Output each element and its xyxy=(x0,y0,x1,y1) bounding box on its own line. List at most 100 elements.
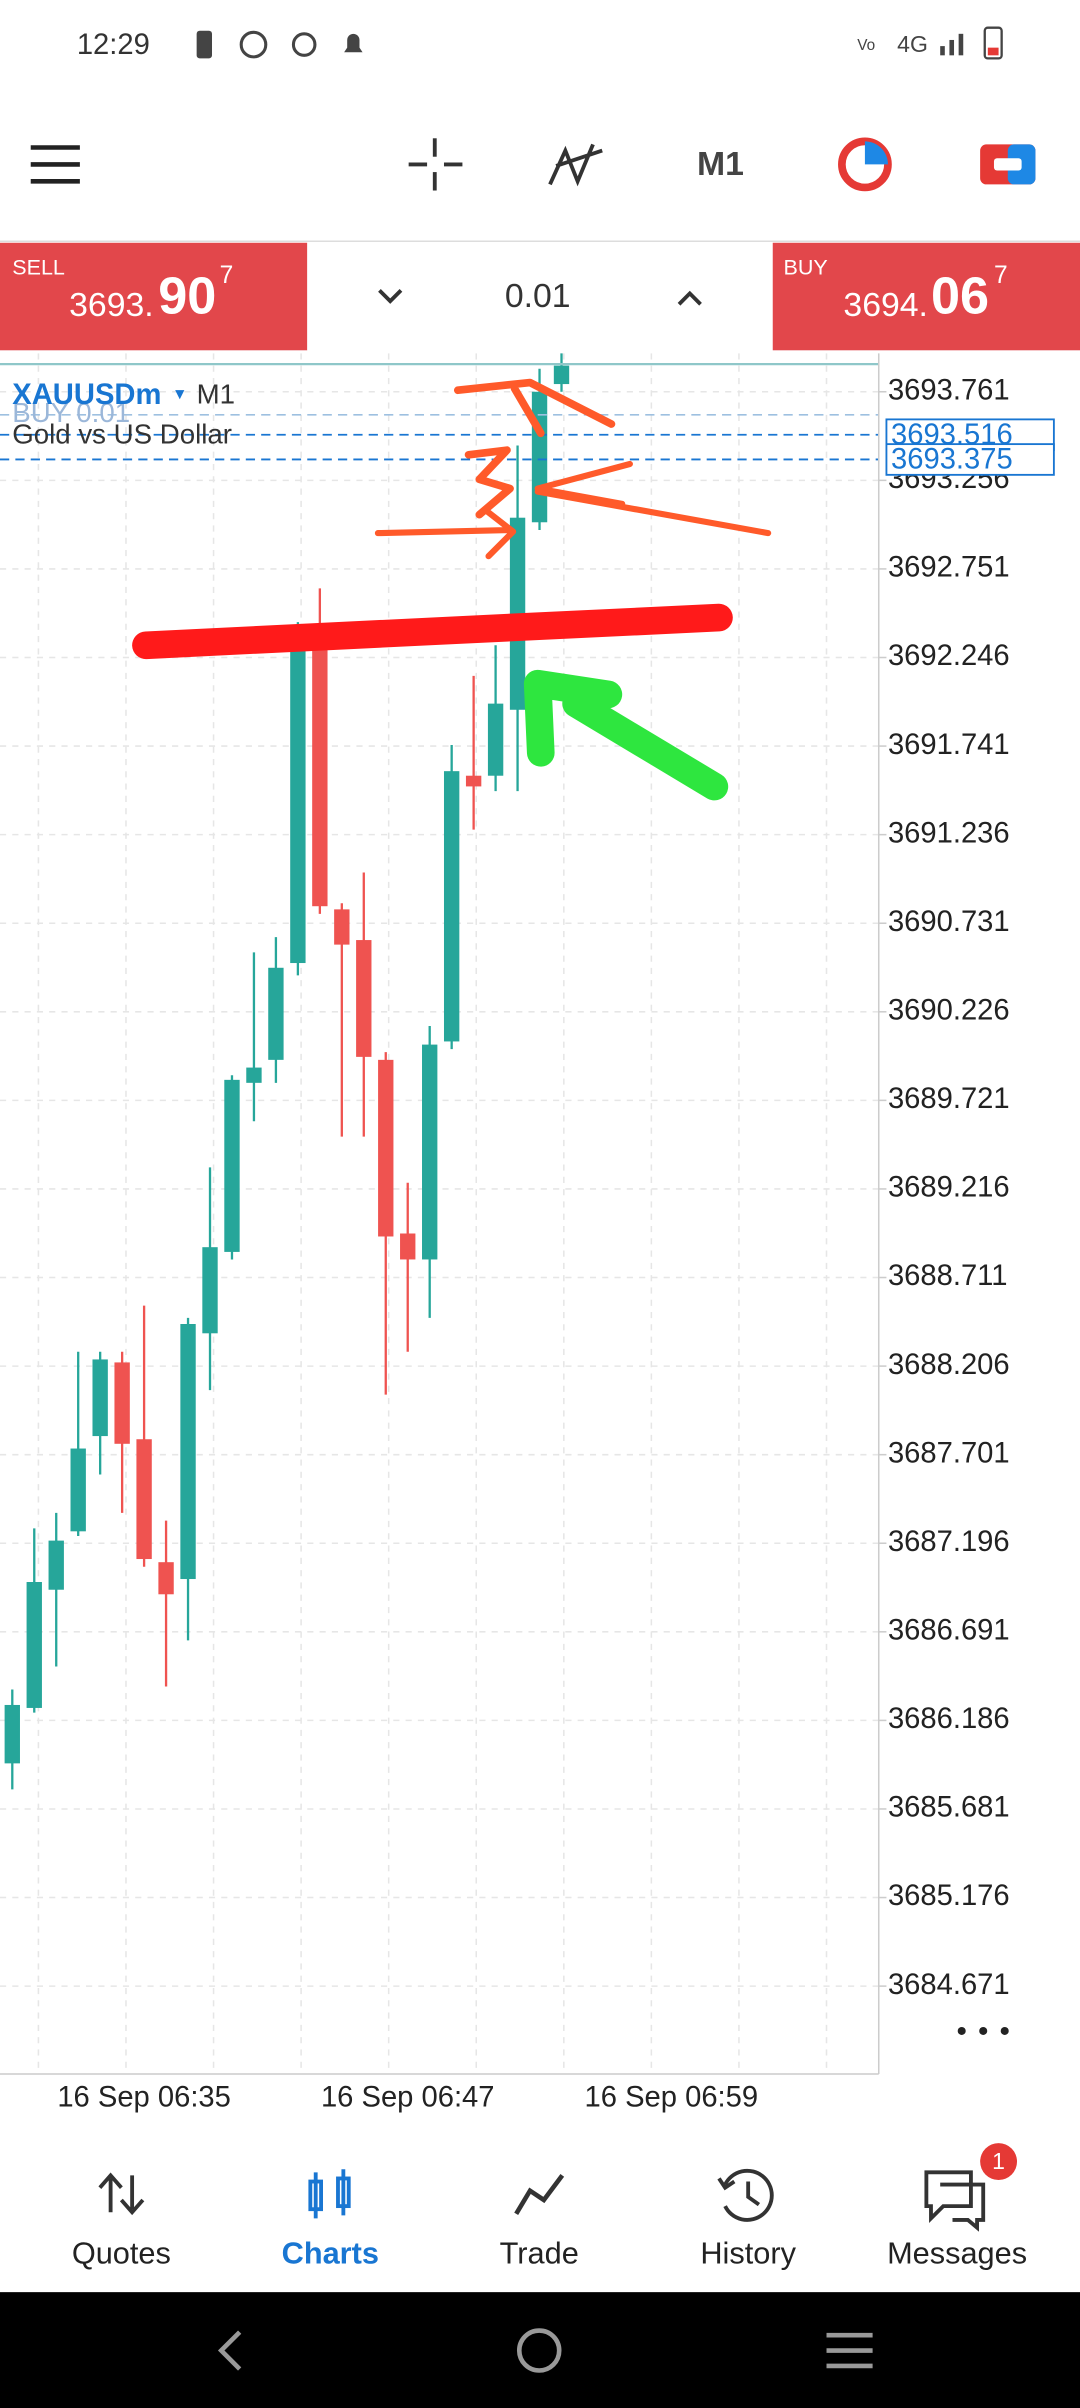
battery-level xyxy=(987,47,999,56)
status-icons xyxy=(196,30,363,59)
x-tick-label: 16 Sep 06:47 xyxy=(321,2081,495,2113)
status-time: 12:29 xyxy=(77,29,150,61)
tab-label[interactable]: Trade xyxy=(500,2235,579,2270)
x-tick-label: 16 Sep 06:59 xyxy=(585,2081,759,2113)
nav-home[interactable] xyxy=(516,2328,562,2373)
candle-body xyxy=(356,940,372,1057)
candle-body xyxy=(465,775,482,787)
objects-button[interactable] xyxy=(980,144,1036,185)
symbol[interactable]: XAUUSDm xyxy=(12,379,161,411)
status-network: 4G xyxy=(897,31,928,57)
nav-bar xyxy=(0,2292,1080,2408)
tab-label[interactable]: Quotes xyxy=(72,2235,171,2270)
candle-body xyxy=(443,771,460,1042)
sell-label: SELL xyxy=(12,256,65,280)
y-tick-label: 3685.681 xyxy=(888,1792,1010,1824)
candle-body xyxy=(268,967,284,1060)
more-button[interactable] xyxy=(957,2026,1009,2035)
tab-label[interactable]: History xyxy=(700,2235,796,2270)
y-tick-label: 3690.226 xyxy=(888,995,1010,1027)
candle-body xyxy=(531,391,548,523)
candle-body xyxy=(378,1059,394,1237)
y-tick-label: 3690.731 xyxy=(888,906,1010,938)
sell-button[interactable] xyxy=(0,242,308,351)
lot-increase[interactable] xyxy=(677,290,702,306)
quotes-icon[interactable] xyxy=(98,2172,145,2216)
tab-bar xyxy=(0,2120,1080,2293)
chart-timeframe: M1 xyxy=(197,379,235,410)
buy-button[interactable] xyxy=(772,242,1080,351)
y-tick-label: 3692.751 xyxy=(888,552,1010,584)
battery-icon xyxy=(983,26,1003,60)
y-tick-label: 3691.741 xyxy=(888,729,1010,761)
candle-body xyxy=(180,1324,196,1580)
symbol-description: Gold vs US Dollar xyxy=(12,419,232,450)
lot-value[interactable]: 0.01 xyxy=(505,277,571,315)
y-tick-label: 3693.761 xyxy=(888,374,1010,406)
symbol-dropdown[interactable]: ▾ xyxy=(175,383,184,404)
trade-icon[interactable] xyxy=(514,2174,565,2215)
y-tick-label: 3687.196 xyxy=(888,1526,1010,1558)
buy-price-sup: 7 xyxy=(994,262,1008,289)
nav-recents[interactable] xyxy=(826,2332,873,2369)
tab-label[interactable]: Messages xyxy=(887,2235,1027,2270)
y-tick-label: 3688.206 xyxy=(888,1349,1010,1381)
orange-scribble xyxy=(453,378,616,438)
price-box xyxy=(885,443,1055,476)
lot-decrease[interactable] xyxy=(378,289,403,304)
menu-button[interactable] xyxy=(30,145,80,184)
messages-icon[interactable] xyxy=(924,2170,986,2232)
red-level-line xyxy=(132,603,733,660)
candle-body xyxy=(136,1439,152,1560)
y-tick-label: 3689.216 xyxy=(888,1172,1010,1204)
y-tick-label: 3692.246 xyxy=(888,640,1010,672)
y-tick-label: 3687.701 xyxy=(888,1437,1010,1469)
candle-body xyxy=(92,1359,108,1437)
nav-back[interactable] xyxy=(217,2330,242,2371)
crosshair-button[interactable] xyxy=(408,138,463,191)
y-tick-label: 3684.671 xyxy=(888,1969,1010,2001)
trade-button[interactable] xyxy=(838,137,892,192)
candle-body xyxy=(246,1067,262,1083)
timeframe-button[interactable]: M1 xyxy=(697,145,744,183)
volte-icon: Vo xyxy=(857,37,875,54)
y-tick-label: 3686.186 xyxy=(888,1703,1010,1735)
indicators-button[interactable] xyxy=(548,143,603,187)
buy-label: BUY xyxy=(783,256,827,280)
buy-price-big: 06 xyxy=(931,267,989,325)
messages-badge xyxy=(980,2143,1018,2180)
candle-body xyxy=(48,1540,64,1590)
sell-price-big: 90 xyxy=(158,267,216,325)
candle-body xyxy=(553,365,570,385)
candle-body xyxy=(312,645,328,907)
chart-area: 3693.7613693.2563692.7513692.2463691.741… xyxy=(0,353,1055,2001)
tab-label[interactable]: Charts xyxy=(282,2235,379,2270)
orange-arrow-left xyxy=(374,506,517,560)
buy-price-main: 3694. xyxy=(843,286,928,324)
candle-body xyxy=(70,1448,86,1532)
position-label: BUY 0.01 xyxy=(12,397,130,428)
y-tick-label: 3689.721 xyxy=(888,1083,1010,1115)
charts-icon[interactable] xyxy=(308,2169,351,2219)
orange-arrow-right xyxy=(534,460,772,537)
candle-body xyxy=(4,1704,20,1764)
candle-body xyxy=(202,1247,218,1334)
tab-labels: Quotes Charts Trade History Messages xyxy=(72,2235,1027,2270)
candle-body xyxy=(158,1562,174,1595)
candle-body xyxy=(26,1582,42,1708)
history-icon[interactable] xyxy=(717,2168,774,2222)
messages-badge-count: 1 xyxy=(992,2148,1005,2174)
x-tick-label: 16 Sep 06:35 xyxy=(57,2081,231,2113)
orange-three xyxy=(464,446,514,519)
y-tick-label: 3688.711 xyxy=(888,1260,1008,1292)
y-tick-label: 3685.176 xyxy=(888,1880,1010,1912)
sell-price-sup: 7 xyxy=(220,262,234,289)
signal-icon xyxy=(940,33,964,56)
candle-body xyxy=(422,1044,438,1260)
y-tick-label: 3686.691 xyxy=(888,1615,1010,1647)
candle-body xyxy=(487,703,504,776)
candle-body xyxy=(224,1079,240,1252)
